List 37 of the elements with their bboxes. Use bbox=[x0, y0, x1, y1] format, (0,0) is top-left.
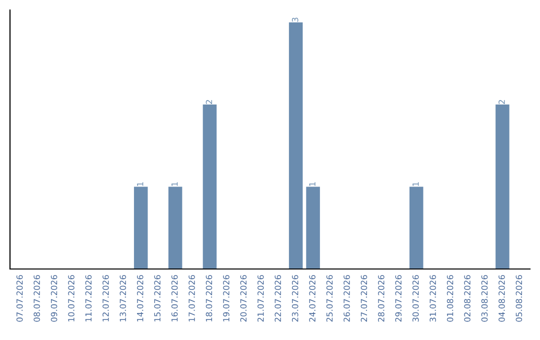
x-tick-label: 11.07.2026 bbox=[85, 275, 92, 322]
x-tick-label: 01.08.2026 bbox=[446, 275, 454, 322]
x-tick-label: 28.07.2026 bbox=[378, 275, 384, 322]
x-tick-label: 25.07.2026 bbox=[326, 275, 333, 322]
x-tick-label: 29.07.2026 bbox=[395, 275, 402, 322]
x-tick-label: 20.07.2026 bbox=[240, 275, 247, 322]
x-tick-label: 13.07.2026 bbox=[120, 275, 126, 322]
data-label: 3 bbox=[292, 18, 298, 22]
x-tick-label: 12.07.2026 bbox=[102, 275, 109, 322]
x-tick-label: 10.07.2026 bbox=[68, 275, 74, 322]
x-tick-label: 19.07.2026 bbox=[223, 275, 230, 322]
x-tick-label: 31.07.2026 bbox=[430, 275, 436, 322]
data-label: 1 bbox=[172, 182, 178, 186]
x-tick-label: 16.07.2026 bbox=[171, 275, 178, 322]
data-label: 1 bbox=[309, 182, 316, 186]
x-tick-label: 03.08.2026 bbox=[481, 275, 488, 322]
x-tick-label: 24.07.2026 bbox=[309, 275, 316, 322]
x-tick-label: 15.07.2026 bbox=[154, 275, 160, 322]
x-tick-label: 14.07.2026 bbox=[136, 275, 144, 322]
x-tick-label: 17.07.2026 bbox=[188, 275, 195, 322]
data-label: 1 bbox=[412, 182, 419, 186]
x-tick-label: 26.07.2026 bbox=[344, 275, 350, 322]
x-tick-label: 08.07.2026 bbox=[34, 275, 40, 322]
x-tick-label: 09.07.2026 bbox=[50, 275, 58, 322]
x-tick-label: 21.07.2026 bbox=[258, 275, 264, 322]
x-tick-label: 05.08.2026 bbox=[516, 275, 522, 322]
x-tick-label: 27.07.2026 bbox=[360, 275, 368, 322]
x-tick-label: 04.08.2026 bbox=[498, 275, 505, 322]
data-label: 2 bbox=[498, 100, 505, 104]
x-tick-label: 22.07.2026 bbox=[274, 275, 282, 322]
data-label: 1 bbox=[137, 182, 144, 186]
x-tick-label: 02.08.2026 bbox=[464, 275, 470, 322]
x-tick-label: 30.07.2026 bbox=[412, 275, 419, 322]
x-tick-label: 07.07.2026 bbox=[16, 275, 23, 322]
x-tick-label: 23.07.2026 bbox=[292, 275, 298, 322]
data-label: 2 bbox=[206, 100, 212, 104]
x-tick-label: 18.07.2026 bbox=[206, 275, 212, 322]
